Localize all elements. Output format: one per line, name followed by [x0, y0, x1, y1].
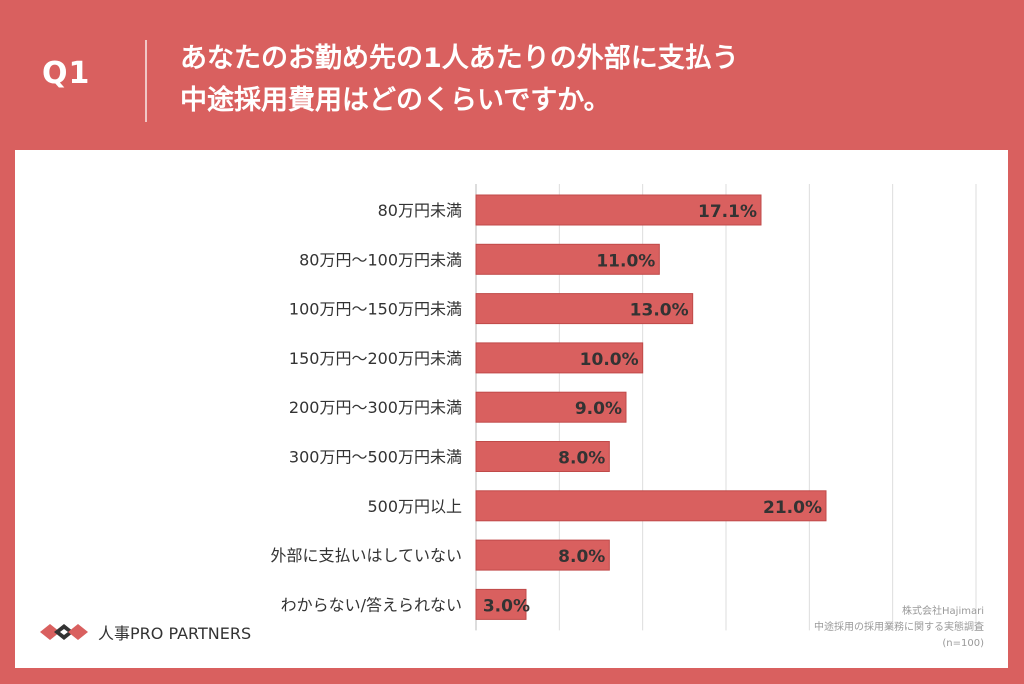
question-title-line-1: あなたのお勤め先の1人あたりの外部に支払う	[180, 43, 739, 74]
source-survey-title: 中途採用の採用業務に関する実態調査	[814, 622, 984, 633]
data-label: 17.1%	[698, 202, 757, 222]
data-label: 21.0%	[763, 498, 822, 518]
question-title: あなたのお勤め先の1人あたりの外部に支払う 中途採用費用はどのくらいですか。	[180, 38, 980, 122]
question-header: Q1 あなたのお勤め先の1人あたりの外部に支払う 中途採用費用はどのくらいですか…	[0, 0, 1024, 148]
data-label: 8.0%	[558, 449, 605, 469]
category-label: 100万円～150万円未満	[289, 300, 462, 319]
bar	[475, 490, 827, 522]
data-label: 10.0%	[580, 350, 639, 370]
category-label: 外部に支払いはしていない	[270, 546, 462, 565]
bar	[475, 391, 627, 423]
company-logo: 人事PRO PARTNERS	[40, 620, 251, 644]
category-label: 150万円～200万円未満	[289, 349, 462, 368]
category-label: 300万円～500万円未満	[289, 448, 462, 467]
header-divider	[145, 40, 147, 122]
bar	[475, 588, 527, 620]
category-label: 80万円～100万円未満	[299, 250, 462, 269]
bar	[475, 441, 610, 472]
bar	[475, 342, 644, 374]
logo-text: 人事PRO PARTNERS	[98, 624, 252, 643]
question-number: Q1	[42, 56, 91, 91]
data-label: 11.0%	[596, 251, 655, 271]
bar-chart: 80万円未満 17.1% 80万円～100万円未満 11.0% 100万円～150万円未…	[270, 184, 977, 631]
category-label: わからない/答えられない	[281, 595, 462, 614]
source-company: 株式会社Hajimari	[902, 606, 984, 617]
bar	[475, 539, 610, 571]
category-label: 500万円以上	[367, 497, 462, 516]
data-label: 3.0%	[483, 596, 530, 616]
category-label: 80万円未満	[378, 201, 462, 220]
bar	[475, 194, 762, 226]
data-label: 9.0%	[575, 399, 622, 419]
bar	[475, 293, 694, 325]
source-sample-size: (n=100)	[942, 638, 984, 649]
bar	[475, 243, 660, 275]
question-title-line-2: 中途採用費用はどのくらいですか。	[180, 85, 611, 116]
data-label: 13.0%	[630, 301, 689, 321]
data-label: 8.0%	[558, 547, 605, 567]
category-label: 200万円～300万円未満	[289, 398, 462, 417]
logo-mark-icon	[40, 624, 88, 640]
source-note: 株式会社Hajimari 中途採用の採用業務に関する実態調査 (n=100)	[814, 604, 984, 652]
chart-panel: 80万円未満 17.1% 80万円～100万円未満 11.0% 100万円～150万円未…	[15, 150, 1008, 668]
